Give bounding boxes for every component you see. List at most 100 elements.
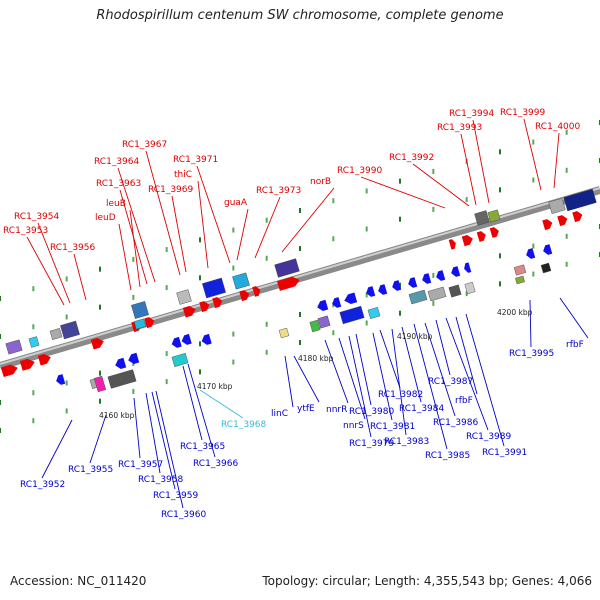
reverse-gene-label: nnrR [326,405,347,415]
forward-gene-arrow [182,306,196,318]
label-leaders [26,118,589,509]
tick-mark [65,276,68,282]
reverse-gene-label: RC1_3984 [399,404,444,414]
tick-mark [99,370,101,376]
reverse-gene-arrow [317,299,329,311]
forward-gene-arrow [542,219,553,231]
reverse-gene-arrow [181,333,192,345]
label-leader-line [293,355,320,403]
tick-mark [232,227,235,233]
tick-mark [365,320,368,326]
tick-mark [32,390,35,396]
label-leader-line [460,133,477,206]
reverse-gene-label: RC1_3957 [118,460,163,470]
reverse-gene-label: nnrS [343,421,364,431]
chromosome-backbone [0,186,600,370]
label-leader-line [187,363,216,458]
forward-gene-label: leuD [95,213,116,223]
tick-mark [265,217,268,223]
label-leader-line [424,322,456,417]
label-leader-line [445,317,489,431]
forward-gene-label: guaA [224,198,248,208]
forward-gene-arrow [90,338,104,350]
reverse-gene-label: RC1_3985 [425,451,470,461]
forward-gene-arrow [212,297,223,309]
reverse-gene-label: RC1_3986 [433,418,478,428]
gene-feature-block [49,328,63,340]
reverse-gene-arrow [115,357,127,369]
reverse-gene-label: RC1_3987 [428,377,473,387]
tick-mark [432,300,435,306]
forward-gene-label: RC1_3964 [94,157,139,167]
tick-mark [465,291,468,297]
tick-mark [0,296,1,301]
label-leader-line [379,329,401,389]
label-leader-line [281,187,335,253]
reverse-gene-label: RC1_3960 [161,510,206,520]
tick-mark [532,271,535,277]
forward-gene-arrow [199,301,210,313]
label-leader-line [455,316,478,395]
tick-mark [499,187,501,193]
label-leader-line [412,163,470,207]
forward-gene-arrow [557,215,568,227]
tick-marks [0,120,600,433]
forward-gene-label: norB [310,177,331,187]
tick-mark [99,304,101,310]
tick-mark [399,178,401,184]
label-leader-line [73,253,87,301]
tick-mark [565,129,568,135]
tick-mark [32,286,35,292]
reverse-gene-label: RC1_3952 [20,480,65,490]
kbp-position-label: 4170 kbp [197,382,233,391]
reverse-gene-label: ytfE [297,404,315,414]
gene-feature-block [464,281,476,295]
tick-mark [365,292,368,298]
tick-mark [199,341,201,347]
kbp-position-label: 4190 kbp [397,332,433,341]
tick-mark [332,198,335,204]
reverse-gene-label: RC1_3989 [466,432,511,442]
tick-mark [65,314,68,320]
reverse-gene-arrow [128,352,140,364]
reverse-gene-label: RC1_3981 [370,422,415,432]
gene-feature-block [133,318,147,330]
forward-gene-label: RC1_3953 [3,226,48,236]
label-leader-line [145,150,181,276]
tick-mark [32,324,35,330]
gene-feature-block [5,339,23,355]
tick-mark [0,400,1,405]
reverse-gene-label: RC1_3958 [138,475,183,485]
forward-gene-label: RC1_3990 [337,166,382,176]
gene-feature-block [60,320,80,340]
gene-feature-block [515,275,525,285]
gene-feature-block [540,262,552,274]
label-leader-line [413,323,448,450]
label-leader-line [155,390,184,509]
reverse-gene-label: RC1_3991 [482,448,527,458]
tick-mark [299,312,301,317]
forward-gene-arrow [0,364,18,378]
reverse-gene-label: RC1_3965 [180,442,225,452]
kbp-position-label: 4200 kbp [497,308,533,317]
forward-gene-label: RC1_3954 [14,212,59,222]
forward-gene-arrow [19,358,35,371]
label-leader-line [182,365,203,441]
reverse-gene-arrow [436,270,446,281]
reverse-gene-arrow [171,336,182,348]
forward-gene-arrow [239,290,250,302]
reverse-gene-arrow [56,374,66,385]
tick-mark [299,340,301,345]
label-leader-line [199,389,244,419]
forward-gene-label: RC1_3971 [173,155,218,165]
tick-mark [332,330,335,336]
forward-gene-label: RC1_3963 [96,179,141,189]
gene-feature-block [408,289,428,305]
tick-mark [199,275,201,281]
tick-mark [432,206,435,212]
tick-mark [432,272,435,278]
tick-mark [32,418,35,424]
tick-mark [132,294,135,300]
reverse-gene-label: RC1_3968 [221,420,266,430]
tick-mark [165,351,168,357]
